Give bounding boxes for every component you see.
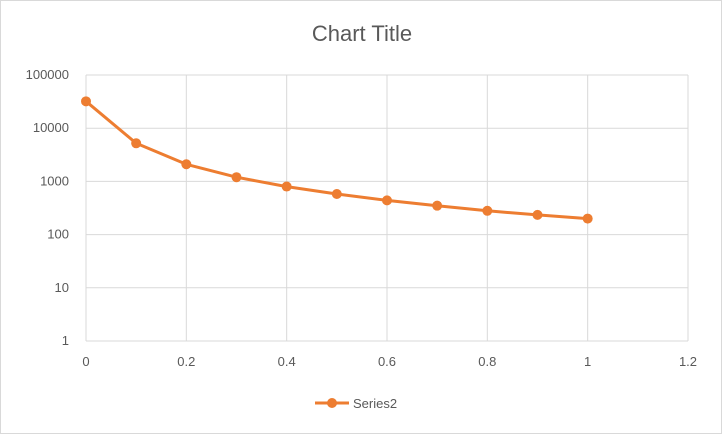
y-tick-label: 100 (47, 227, 69, 242)
data-point (281, 181, 292, 192)
data-point (582, 213, 593, 224)
x-tick-label: 0.2 (177, 354, 195, 369)
x-tick-label: 0 (82, 354, 89, 369)
data-point (81, 96, 91, 107)
y-tick-label: 10000 (33, 120, 69, 135)
legend-label: Series2 (353, 396, 397, 411)
x-tick-label: 0.6 (378, 354, 396, 369)
data-point (131, 138, 142, 149)
data-point (231, 172, 242, 183)
legend: Series2 (315, 396, 397, 411)
x-tick-label: 0.8 (478, 354, 496, 369)
x-tick-label: 0.4 (278, 354, 296, 369)
legend-point-marker (327, 398, 337, 408)
y-tick-label: 1 (62, 333, 69, 348)
y-axis-tick-labels: 1 10 100 1000 10000 100000 (26, 67, 69, 348)
series-line (85, 100, 588, 221)
data-point (482, 205, 493, 216)
data-point (331, 188, 342, 199)
y-tick-label: 100000 (26, 67, 69, 82)
chart-title: Chart Title (312, 21, 412, 46)
x-tick-label: 1 (584, 354, 591, 369)
x-axis-tick-labels: 0 0.2 0.4 0.6 0.8 1 1.2 (82, 354, 697, 369)
data-point (181, 159, 192, 170)
data-point (382, 195, 392, 206)
gridlines (85, 74, 689, 342)
y-tick-label: 10 (55, 280, 69, 295)
x-tick-label: 1.2 (679, 354, 697, 369)
data-point (532, 209, 543, 220)
y-tick-label: 1000 (40, 173, 69, 188)
data-point (432, 200, 443, 211)
series-layer (81, 96, 593, 224)
